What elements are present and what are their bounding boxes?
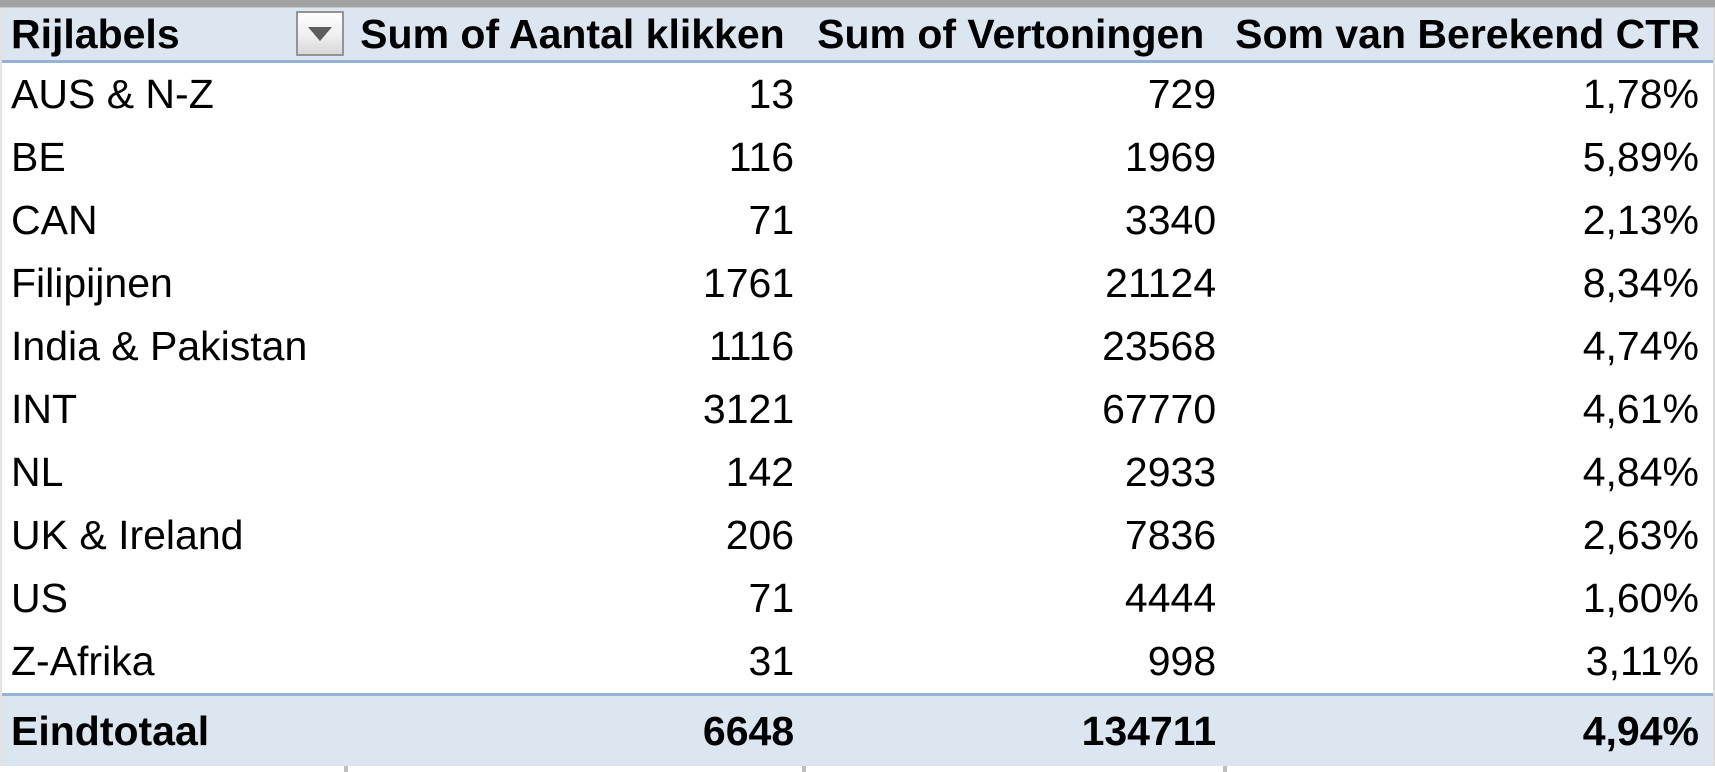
ctr-cell[interactable]: 5,89% [1582, 134, 1699, 180]
klikken-cell[interactable]: 142 [725, 449, 795, 495]
ctr-cell[interactable]: 4,61% [1582, 386, 1699, 432]
header-cell-vertoningen[interactable]: Sum of Vertoningen [817, 10, 1205, 57]
table-row: BE 116 1969 5,89% [2, 126, 1713, 189]
table-row: NL 142 2933 4,84% [2, 441, 1713, 504]
row-label-cell[interactable]: BE [11, 134, 66, 180]
vertoningen-cell[interactable]: 67770 [1102, 386, 1217, 432]
vertoningen-cell[interactable]: 998 [1147, 638, 1217, 684]
vertoningen-cell[interactable]: 3340 [1124, 197, 1217, 243]
row-label-cell[interactable]: UK & Ireland [11, 512, 244, 558]
worksheet-top-gridline [0, 0, 1715, 8]
grand-total-label-cell[interactable]: Eindtotaal [11, 707, 210, 754]
total-top-border [2, 693, 1713, 696]
header-label-rijlabels: Rijlabels [11, 10, 180, 57]
ctr-cell[interactable]: 1,78% [1582, 71, 1699, 117]
klikken-cell[interactable]: 31 [748, 638, 795, 684]
rijlabels-filter-dropdown-button[interactable] [296, 11, 345, 56]
header-cell-aantal-klikken[interactable]: Sum of Aantal klikken [360, 10, 785, 57]
table-row: INT 3121 67770 4,61% [2, 378, 1713, 441]
ctr-cell[interactable]: 4,74% [1582, 323, 1699, 369]
vertoningen-cell[interactable]: 1969 [1124, 134, 1217, 180]
klikken-cell[interactable]: 71 [748, 575, 795, 621]
ctr-cell[interactable]: 2,13% [1582, 197, 1699, 243]
header-cell-berekend-ctr[interactable]: Som van Berekend CTR [1235, 10, 1700, 57]
table-row: US 71 4444 1,60% [2, 567, 1713, 630]
vertoningen-cell[interactable]: 2933 [1124, 449, 1217, 495]
vertoningen-cell[interactable]: 729 [1147, 71, 1217, 117]
grand-total-row: Eindtotaal 6648 134711 4,94% [2, 696, 1713, 766]
column-gridline-tick [344, 766, 348, 772]
table-row: CAN 71 3340 2,13% [2, 189, 1713, 252]
row-label-cell[interactable]: CAN [11, 197, 98, 243]
klikken-cell[interactable]: 71 [748, 197, 795, 243]
ctr-cell[interactable]: 4,84% [1582, 449, 1699, 495]
grand-total-vertoningen-cell[interactable]: 134711 [1081, 707, 1217, 754]
table-row: India & Pakistan 1116 23568 4,74% [2, 315, 1713, 378]
vertoningen-cell[interactable]: 23568 [1102, 323, 1217, 369]
header-bottom-border [2, 60, 1713, 63]
row-label-cell[interactable]: Filipijnen [11, 260, 173, 306]
ctr-cell[interactable]: 1,60% [1582, 575, 1699, 621]
pivot-header-row: Rijlabels Sum of Aantal klikken Sum of V… [2, 8, 1713, 60]
table-row: Z-Afrika 31 998 3,11% [2, 630, 1713, 693]
klikken-cell[interactable]: 1116 [709, 323, 795, 369]
klikken-cell[interactable]: 1761 [702, 260, 795, 306]
column-gridline-tick [1223, 766, 1227, 772]
pivot-table: Rijlabels Sum of Aantal klikken Sum of V… [0, 8, 1715, 766]
ctr-cell[interactable]: 8,34% [1582, 260, 1699, 306]
vertoningen-cell[interactable]: 21124 [1105, 260, 1217, 306]
row-label-cell[interactable]: India & Pakistan [11, 323, 308, 369]
vertoningen-cell[interactable]: 4444 [1124, 575, 1217, 621]
ctr-cell[interactable]: 3,11% [1585, 638, 1699, 684]
row-label-cell[interactable]: INT [11, 386, 78, 432]
table-row: AUS & N-Z 13 729 1,78% [2, 63, 1713, 126]
klikken-cell[interactable]: 13 [748, 71, 795, 117]
ctr-cell[interactable]: 2,63% [1582, 512, 1699, 558]
pivot-body: AUS & N-Z 13 729 1,78% BE 116 1969 5,89%… [2, 63, 1713, 693]
vertoningen-cell[interactable]: 7836 [1124, 512, 1217, 558]
row-label-cell[interactable]: NL [11, 449, 64, 495]
row-label-cell[interactable]: Z-Afrika [11, 638, 155, 684]
grand-total-ctr-cell[interactable]: 4,94% [1582, 707, 1699, 754]
row-label-cell[interactable]: US [11, 575, 68, 621]
table-row: UK & Ireland 206 7836 2,63% [2, 504, 1713, 567]
klikken-cell[interactable]: 206 [725, 512, 795, 558]
worksheet-bottom-gridlines [0, 766, 1715, 772]
column-gridline-tick [802, 766, 806, 772]
header-cell-rijlabels[interactable]: Rijlabels [2, 8, 349, 60]
chevron-down-icon [308, 26, 333, 41]
grand-total-klikken-cell[interactable]: 6648 [702, 707, 795, 754]
klikken-cell[interactable]: 116 [728, 134, 795, 180]
klikken-cell[interactable]: 3121 [702, 386, 795, 432]
table-row: Filipijnen 1761 21124 8,34% [2, 252, 1713, 315]
row-label-cell[interactable]: AUS & N-Z [11, 71, 214, 117]
